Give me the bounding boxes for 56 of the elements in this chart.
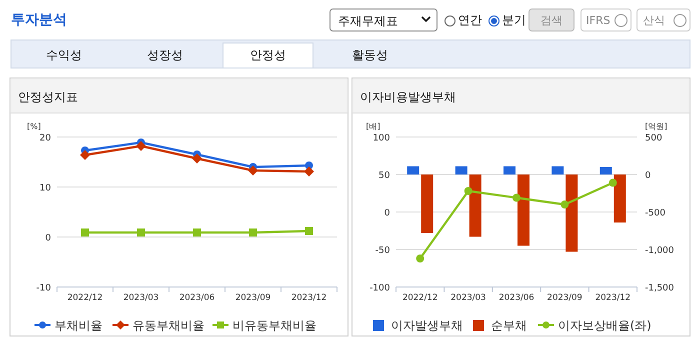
bar — [421, 174, 434, 233]
text: 투자분석 — [11, 12, 67, 28]
y-axis-title: [배] — [366, 122, 380, 131]
y-tick-label: -10 — [36, 284, 52, 294]
y-tick-label: 20 — [40, 134, 52, 144]
x-tick-label: 2023/03 — [123, 293, 159, 303]
x-tick-label: 2023/12 — [291, 293, 327, 303]
bar — [469, 174, 482, 237]
x-tick-label: 2022/12 — [402, 293, 438, 303]
x-tick-label: 2023/06 — [498, 293, 534, 303]
legend-label: 순부채 — [491, 318, 527, 332]
legend-label: 부채비율 — [54, 318, 102, 332]
y-tick-label: 50 — [378, 171, 390, 181]
y2-tick-label: -1,000 — [645, 246, 674, 256]
y2-tick-label: -1,500 — [645, 284, 674, 294]
text: 연간 — [458, 13, 482, 27]
y-tick-label: 100 — [372, 134, 390, 144]
x-tick-label: 2022/12 — [67, 293, 103, 303]
text: 안정성 — [250, 48, 286, 62]
y-tick-label: 0 — [45, 234, 52, 244]
legend-label: 이자보상배율(좌) — [558, 318, 652, 332]
bar — [566, 174, 578, 252]
y-tick-label: -50 — [375, 246, 390, 256]
text: 활동성 — [352, 48, 388, 62]
y2-tick-label: 0 — [645, 171, 651, 181]
text: 산식 — [643, 14, 665, 27]
text: 분기 — [502, 13, 526, 27]
bar — [504, 166, 516, 174]
x-tick-label: 2023/12 — [595, 293, 631, 303]
y2-tick-label: 500 — [645, 134, 662, 144]
text: 성장성 — [147, 48, 183, 62]
bar — [600, 167, 612, 174]
bar — [552, 166, 564, 174]
legend-label: 비유동부채비율 — [232, 318, 316, 332]
legend-label: 이자발생부채 — [391, 318, 463, 332]
y-tick-label: 0 — [384, 208, 390, 218]
x-tick-label: 2023/09 — [547, 293, 582, 303]
y2-axis-title: [억원] — [645, 122, 668, 131]
x-tick-label: 2023/06 — [179, 293, 215, 303]
legend-label: 유동부채비율 — [132, 318, 204, 332]
text: 검색 — [540, 14, 562, 27]
bar — [614, 174, 626, 222]
text: IFRS — [586, 14, 610, 27]
bar — [518, 174, 530, 246]
y-tick-label: -100 — [370, 284, 390, 294]
x-tick-label: 2023/03 — [450, 293, 486, 303]
y-tick-label: 10 — [40, 184, 52, 194]
bar — [407, 166, 420, 174]
chart-title: 이자비용발생부채 — [360, 90, 456, 104]
bar — [455, 166, 468, 174]
y-axis-title: [%] — [27, 122, 41, 131]
text: 수익성 — [46, 48, 82, 62]
y2-tick-label: -500 — [645, 208, 666, 218]
chart-title: 안정성지표 — [18, 90, 78, 104]
text: 주재무제표 — [338, 14, 398, 28]
x-tick-label: 2023/09 — [235, 293, 271, 303]
